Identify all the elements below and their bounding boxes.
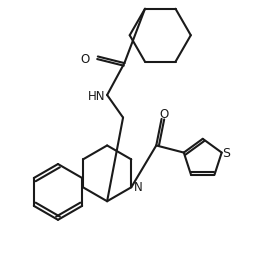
Text: HN: HN: [88, 90, 106, 103]
Text: S: S: [222, 147, 230, 160]
Text: O: O: [80, 53, 89, 66]
Text: O: O: [160, 108, 169, 121]
Text: N: N: [133, 181, 142, 194]
